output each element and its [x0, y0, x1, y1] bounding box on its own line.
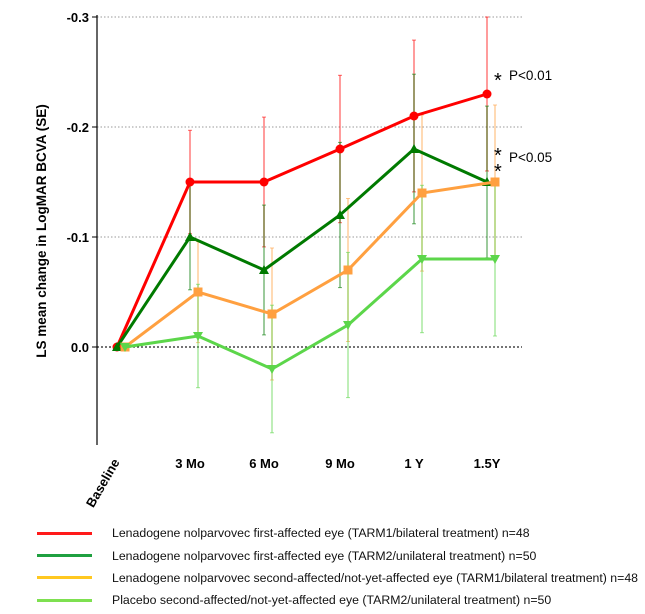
data-point: [185, 232, 195, 241]
series-line: [115, 147, 488, 348]
legend-label: Lenadogene nolparvovec second-affected/n…: [112, 570, 639, 585]
data-point: [343, 265, 353, 275]
y-tick-label: -0.2: [67, 120, 89, 135]
x-tick-label: 9 Mo: [325, 456, 355, 471]
significance-star: *: [494, 145, 502, 167]
legend-swatch: [37, 531, 92, 535]
p-value-annotation: P<0.05: [509, 150, 552, 165]
data-point: [335, 144, 345, 154]
x-tick-label: 3 Mo: [175, 456, 205, 471]
legend-item: Lenadogene nolparvovec first-affected ey…: [37, 544, 638, 566]
data-point: [267, 365, 277, 374]
legend-label: Lenadogene nolparvovec first-affected ey…: [112, 548, 537, 563]
series-line: [115, 92, 488, 348]
data-point: [185, 177, 195, 187]
data-point: [112, 342, 122, 351]
x-tick-label: 6 Mo: [249, 456, 279, 471]
data-point: [259, 177, 269, 187]
significance-star: *: [494, 161, 502, 183]
series-line: [124, 257, 495, 371]
legend-label: Placebo second-affected/not-yet-affected…: [112, 593, 552, 608]
legend-item: Placebo second-affected/not-yet-affected…: [37, 589, 638, 611]
p-value-annotation: P<0.01: [509, 68, 552, 83]
legend-item: Lenadogene nolparvovec second-affected/n…: [37, 567, 638, 589]
data-point: [343, 321, 353, 330]
x-tick-label: Baseline: [83, 456, 123, 510]
data-point: [417, 188, 427, 198]
legend-swatch: [37, 576, 92, 580]
y-tick-label: 0.0: [71, 340, 89, 355]
data-point: [259, 265, 269, 274]
chart-plot-area: -0.3 -0.2 -0.1 0.0 LS mean change in LogMAR …: [34, 10, 552, 510]
data-point: [482, 89, 492, 99]
data-point: [193, 332, 203, 341]
y-axis-label: LS mean change in LogMAR BCVA (SE): [34, 104, 49, 358]
data-point: [490, 255, 500, 264]
legend: Lenadogene nolparvovec first-affected ey…: [37, 522, 638, 612]
data-point: [409, 144, 419, 153]
x-tick-label: 1 Y: [404, 456, 424, 471]
data-point: [335, 210, 345, 219]
data-point: [417, 255, 427, 264]
significance-star: *: [494, 70, 502, 92]
y-tick-label: -0.3: [67, 10, 89, 25]
x-tick-label: 1.5Y: [474, 456, 501, 471]
data-point: [490, 177, 500, 187]
data-point: [267, 309, 277, 319]
data-point: [409, 111, 419, 121]
legend-item: Lenadogene nolparvovec first-affected ey…: [37, 522, 638, 544]
data-point: [120, 343, 130, 352]
legend-swatch: [37, 598, 92, 602]
data-point: [193, 287, 203, 297]
series-line: [124, 180, 496, 349]
legend-label: Lenadogene nolparvovec first-affected ey…: [112, 526, 530, 541]
legend-swatch: [37, 554, 92, 558]
y-tick-label: -0.1: [67, 230, 89, 245]
